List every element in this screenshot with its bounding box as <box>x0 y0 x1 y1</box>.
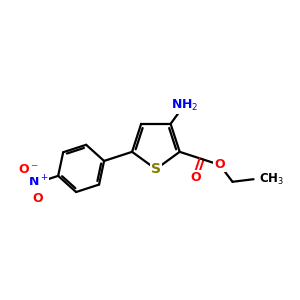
Text: CH$_3$: CH$_3$ <box>259 172 284 187</box>
Text: O: O <box>32 192 43 205</box>
Text: S: S <box>151 162 161 176</box>
Text: O: O <box>190 171 201 184</box>
Text: O$^-$: O$^-$ <box>18 163 39 176</box>
Text: N$^+$: N$^+$ <box>28 175 48 190</box>
Text: NH$_2$: NH$_2$ <box>170 98 198 113</box>
Text: O: O <box>214 158 225 171</box>
